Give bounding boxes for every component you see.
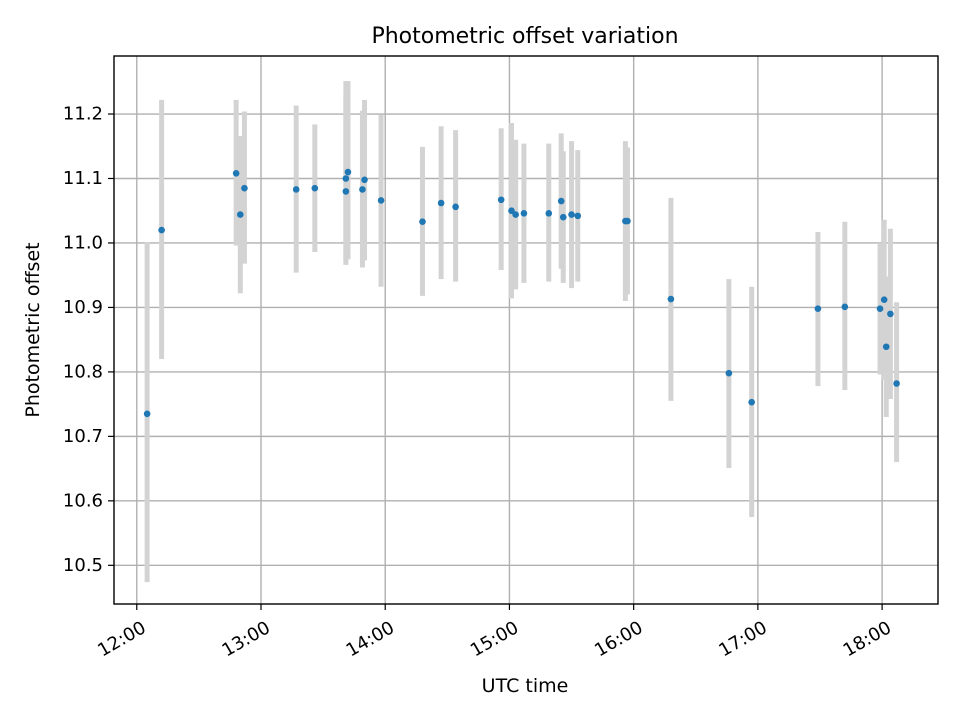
data-point bbox=[557, 197, 565, 205]
data-point bbox=[568, 211, 575, 218]
data-point bbox=[452, 203, 459, 211]
data-point bbox=[143, 410, 151, 418]
data-point bbox=[667, 295, 675, 303]
data-point bbox=[236, 211, 244, 218]
y-tick-label: 10.8 bbox=[63, 361, 103, 382]
x-axis-label: UTC time bbox=[482, 675, 569, 697]
data-point bbox=[893, 380, 900, 387]
data-point bbox=[559, 213, 567, 221]
data-point bbox=[574, 212, 582, 220]
data-point bbox=[880, 296, 888, 303]
chart-title: Photometric offset variation bbox=[371, 24, 678, 49]
data-point bbox=[311, 184, 319, 192]
data-point bbox=[232, 170, 240, 177]
data-point bbox=[497, 196, 505, 204]
data-point bbox=[545, 210, 553, 217]
data-point bbox=[342, 175, 350, 182]
y-tick-label: 11.1 bbox=[63, 168, 103, 189]
data-point bbox=[344, 168, 352, 176]
y-tick-label: 11.2 bbox=[63, 104, 103, 125]
data-point bbox=[241, 184, 248, 192]
data-point bbox=[419, 218, 426, 225]
data-point bbox=[292, 186, 300, 193]
y-tick-label: 10.5 bbox=[63, 555, 103, 576]
data-points bbox=[143, 168, 900, 418]
y-tick-label: 10.9 bbox=[63, 297, 103, 318]
y-tick-label: 11.0 bbox=[63, 232, 103, 253]
data-point bbox=[437, 199, 445, 207]
plot-frame bbox=[113, 55, 939, 605]
data-point bbox=[342, 188, 350, 195]
data-point bbox=[361, 176, 368, 184]
y-tick-label: 10.6 bbox=[63, 490, 103, 511]
data-point bbox=[725, 369, 733, 377]
data-point bbox=[359, 186, 366, 193]
data-point bbox=[882, 343, 890, 351]
data-point bbox=[814, 305, 822, 313]
data-point bbox=[158, 226, 165, 234]
y-tick-label: 10.7 bbox=[63, 426, 103, 447]
data-point bbox=[887, 310, 894, 318]
data-point bbox=[508, 207, 515, 215]
data-point bbox=[520, 210, 528, 217]
y-axis-ticks: 10.5 10.6 10.7 10.8 10.9 11.0 11.1 11.2 bbox=[63, 104, 114, 576]
y-axis-label: Photometric offset bbox=[22, 242, 44, 417]
data-point bbox=[748, 398, 755, 406]
data-point bbox=[624, 217, 631, 225]
data-point bbox=[377, 197, 385, 204]
data-point bbox=[841, 303, 849, 311]
data-point bbox=[876, 305, 884, 313]
data-point bbox=[512, 211, 519, 218]
